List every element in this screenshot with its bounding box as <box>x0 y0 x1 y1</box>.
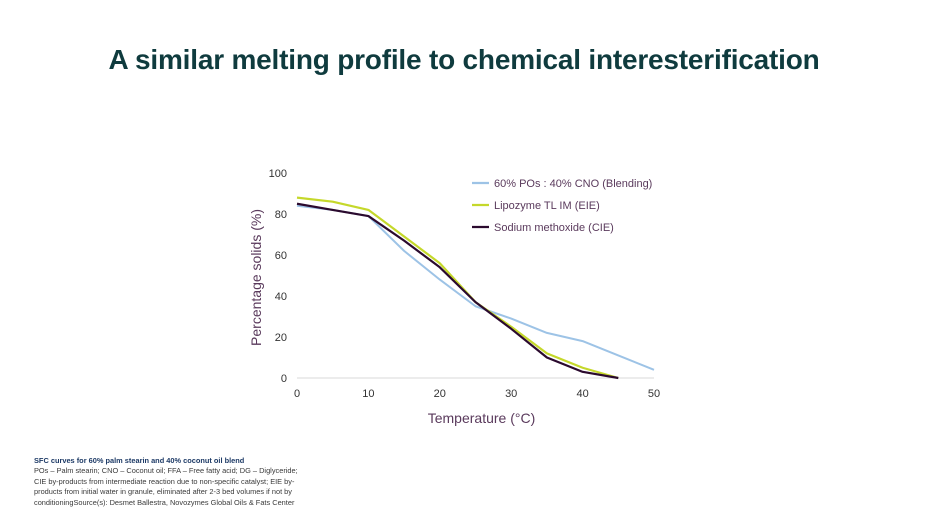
legend-label: Lipozyme TL IM (EIE) <box>494 200 600 212</box>
y-tick-label: 60 <box>275 250 287 262</box>
footnote-line: conditioningSource(s): Desmet Ballestra,… <box>34 497 295 507</box>
footnote-line: CIE by-products from intermediate reacti… <box>34 476 295 486</box>
y-tick-label: 20 <box>275 332 287 344</box>
slide-title: A similar melting profile to chemical in… <box>108 44 820 75</box>
y-tick-label: 80 <box>275 209 287 221</box>
x-tick-label: 20 <box>434 388 446 400</box>
y-tick-label: 0 <box>281 373 287 385</box>
x-tick-label: 50 <box>648 388 660 400</box>
footnote-title: SFC curves for 60% palm stearin and 40% … <box>34 456 245 465</box>
x-tick-label: 0 <box>294 388 300 400</box>
x-tick-label: 30 <box>505 388 517 400</box>
y-tick-label: 40 <box>275 291 287 303</box>
y-tick-label: 100 <box>269 168 287 180</box>
series-line <box>296 196 619 380</box>
legend-label: 60% POs : 40% CNO (Blending) <box>494 178 652 190</box>
legend-label: Sodium methoxide (CIE) <box>494 222 614 234</box>
series-line <box>296 202 619 380</box>
x-axis-title: Temperature (°C) <box>428 410 536 426</box>
y-axis-title: Percentage solids (%) <box>248 209 264 346</box>
x-tick-label: 10 <box>362 388 374 400</box>
x-tick-label: 40 <box>576 388 588 400</box>
footnote-line: products from initial water in granule, … <box>34 487 292 497</box>
footnote: SFC curves for 60% palm stearin and 40% … <box>34 456 364 508</box>
footnote-line: POs – Palm stearin; CNO – Coconut oil; F… <box>34 466 298 476</box>
